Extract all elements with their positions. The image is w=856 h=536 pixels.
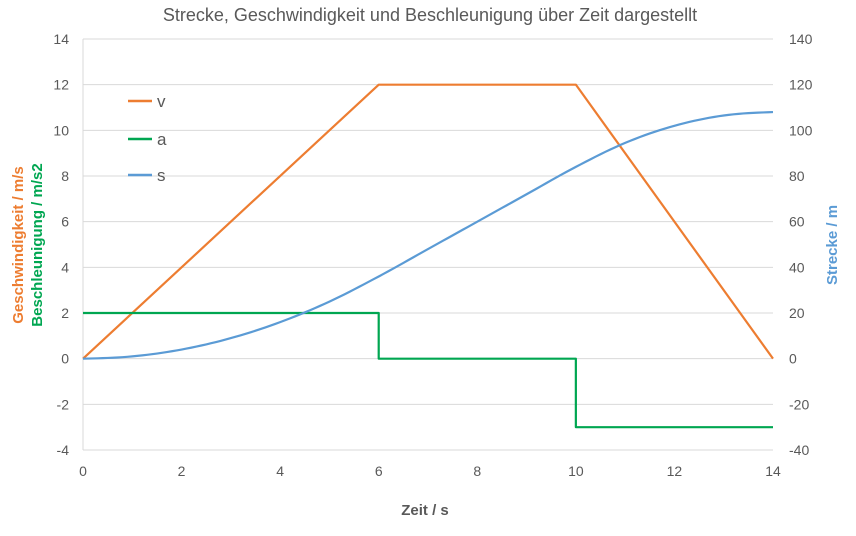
series-layer: [82, 83, 774, 429]
legend: v a s: [128, 92, 167, 185]
left-tick-label: -2: [57, 396, 70, 412]
series-line-s: [82, 110, 774, 360]
x-tick-label: 2: [178, 463, 186, 479]
right-tick-label: 140: [789, 31, 813, 47]
right-axis-title-distance: Strecke / m: [824, 205, 841, 285]
x-tick-label: 10: [568, 463, 584, 479]
left-tick-label: 6: [61, 214, 69, 230]
left-tick-label: 14: [53, 31, 69, 47]
right-axis-ticks: -40 -20 0 20 40 60 80 100 120 140: [789, 31, 813, 458]
right-tick-label: 40: [789, 259, 805, 275]
left-tick-label: 12: [53, 77, 69, 93]
x-tick-label: 4: [276, 463, 284, 479]
series-line-a: [83, 311, 773, 429]
right-tick-label: 100: [789, 122, 813, 138]
right-tick-label: -40: [789, 442, 809, 458]
x-tick-label: 0: [79, 463, 87, 479]
left-tick-label: 10: [53, 122, 69, 138]
x-tick-label: 12: [667, 463, 683, 479]
left-tick-label: 0: [61, 351, 69, 367]
x-axis-ticks: 0 2 4 6 8 10 12 14: [79, 463, 781, 479]
x-tick-label: 14: [765, 463, 781, 479]
right-tick-label: 0: [789, 351, 797, 367]
legend-label-v: v: [157, 92, 166, 111]
legend-label-a: a: [157, 130, 167, 149]
x-axis-title: Zeit / s: [401, 502, 449, 519]
left-tick-label: 4: [61, 259, 69, 275]
legend-label-s: s: [157, 166, 166, 185]
right-tick-label: -20: [789, 396, 809, 412]
right-tick-label: 120: [789, 77, 813, 93]
right-tick-label: 80: [789, 168, 805, 184]
x-tick-label: 8: [473, 463, 481, 479]
left-tick-label: 2: [61, 305, 69, 321]
left-axis-ticks: -4 -2 0 2 4 6 8 10 12 14: [53, 31, 69, 458]
left-tick-label: -4: [57, 442, 70, 458]
series-line-v: [82, 83, 774, 360]
left-axis-title-acceleration: Beschleunigung / m/s2: [29, 163, 46, 326]
left-tick-label: 8: [61, 168, 69, 184]
left-axis-title-velocity: Geschwindigkeit / m/s: [10, 166, 27, 324]
right-tick-label: 60: [789, 214, 805, 230]
right-tick-label: 20: [789, 305, 805, 321]
x-tick-label: 6: [375, 463, 383, 479]
grid: [82, 38, 773, 451]
chart-title: Strecke, Geschwindigkeit und Beschleunig…: [163, 5, 697, 25]
